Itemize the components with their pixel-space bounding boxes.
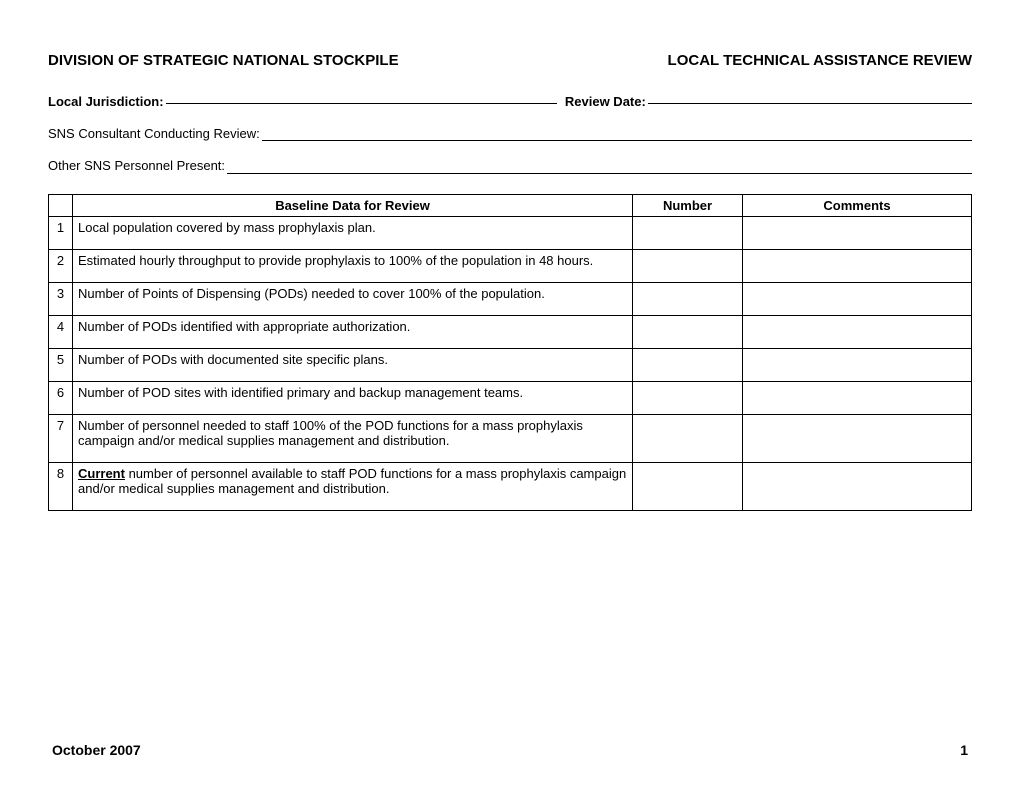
table-row: 4Number of PODs identified with appropri… [49, 315, 972, 348]
jurisdiction-blank [166, 103, 557, 104]
row-comments-cell [743, 315, 972, 348]
row-description: Number of POD sites with identified prim… [73, 381, 633, 414]
row-comments-cell [743, 462, 972, 510]
personnel-row: Other SNS Personnel Present: [48, 157, 972, 175]
row-number: 7 [49, 414, 73, 462]
row-description: Number of personnel needed to staff 100%… [73, 414, 633, 462]
row-number-cell [633, 348, 743, 381]
row-number-cell [633, 315, 743, 348]
row-description: Number of PODs with documented site spec… [73, 348, 633, 381]
review-date-blank [648, 103, 972, 104]
row-description: Estimated hourly throughput to provide p… [73, 249, 633, 282]
baseline-data-table: Baseline Data for Review Number Comments… [48, 194, 972, 511]
col-header-number: Number [633, 194, 743, 216]
row-number-cell [633, 462, 743, 510]
table-row: 8Current number of personnel available t… [49, 462, 972, 510]
row-number-cell [633, 249, 743, 282]
row-description: Local population covered by mass prophyl… [73, 216, 633, 249]
footer-date: October 2007 [52, 742, 141, 758]
row-number: 5 [49, 348, 73, 381]
row-number: 6 [49, 381, 73, 414]
consultant-blank [262, 123, 972, 141]
row-number: 3 [49, 282, 73, 315]
col-header-blank [49, 194, 73, 216]
table-row: 1Local population covered by mass prophy… [49, 216, 972, 249]
row-number-cell [633, 381, 743, 414]
header-right-title: LOCAL TECHNICAL ASSISTANCE REVIEW [668, 52, 972, 69]
row-number-cell [633, 216, 743, 249]
table-row: 7Number of personnel needed to staff 100… [49, 414, 972, 462]
personnel-label: Other SNS Personnel Present: [48, 157, 225, 175]
row-comments-cell [743, 282, 972, 315]
consultant-row: SNS Consultant Conducting Review: [48, 125, 972, 143]
table-row: 3Number of Points of Dispensing (PODs) n… [49, 282, 972, 315]
row-description: Number of PODs identified with appropria… [73, 315, 633, 348]
col-header-baseline: Baseline Data for Review [73, 194, 633, 216]
table-row: 2Estimated hourly throughput to provide … [49, 249, 972, 282]
row-number-cell [633, 282, 743, 315]
page-footer: October 2007 1 [52, 742, 968, 758]
row-number: 4 [49, 315, 73, 348]
row-comments-cell [743, 414, 972, 462]
consultant-label: SNS Consultant Conducting Review: [48, 125, 260, 143]
row-number: 1 [49, 216, 73, 249]
table-row: 5Number of PODs with documented site spe… [49, 348, 972, 381]
col-header-comments: Comments [743, 194, 972, 216]
document-header: DIVISION OF STRATEGIC NATIONAL STOCKPILE… [48, 52, 972, 69]
table-row: 6Number of POD sites with identified pri… [49, 381, 972, 414]
row-number: 2 [49, 249, 73, 282]
row-number: 8 [49, 462, 73, 510]
row-comments-cell [743, 249, 972, 282]
row-description: Number of Points of Dispensing (PODs) ne… [73, 282, 633, 315]
jurisdiction-label: Local Jurisdiction: [48, 93, 164, 111]
row-comments-cell [743, 216, 972, 249]
table-header-row: Baseline Data for Review Number Comments [49, 194, 972, 216]
header-left-title: DIVISION OF STRATEGIC NATIONAL STOCKPILE [48, 52, 399, 69]
review-date-label: Review Date: [565, 93, 646, 111]
underlined-word: Current [78, 466, 125, 481]
row-number-cell [633, 414, 743, 462]
footer-page-number: 1 [960, 742, 968, 758]
personnel-blank [227, 155, 972, 173]
row-comments-cell [743, 348, 972, 381]
jurisdiction-date-row: Local Jurisdiction: Review Date: [48, 93, 972, 111]
row-comments-cell [743, 381, 972, 414]
row-description: Current number of personnel available to… [73, 462, 633, 510]
